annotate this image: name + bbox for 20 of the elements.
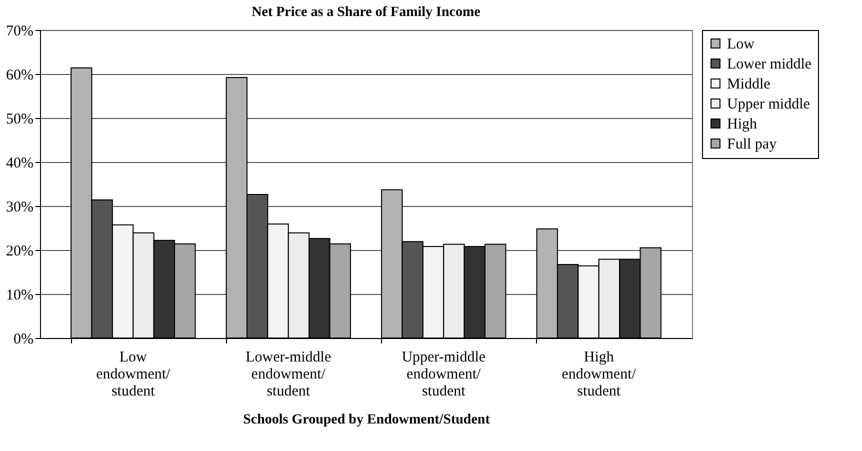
legend-label: Upper middle bbox=[727, 96, 810, 112]
x-axis-title: Schools Grouped by Endowment/Student bbox=[243, 412, 490, 428]
x-tick-label: High endowment/student bbox=[562, 350, 637, 400]
y-tick-label: 40% bbox=[6, 156, 34, 172]
y-tick-label: 60% bbox=[6, 68, 34, 84]
y-tick-label: 70% bbox=[6, 24, 34, 40]
x-tick-label: Upper-middle endowment/student bbox=[402, 350, 486, 400]
legend-label: Low bbox=[727, 36, 755, 52]
y-tick-label: 30% bbox=[6, 200, 34, 216]
legend-label: Lower middle bbox=[727, 56, 812, 72]
legend-label: Full pay bbox=[727, 136, 778, 152]
y-tick-label: 0% bbox=[14, 332, 34, 348]
y-tick-label: 50% bbox=[6, 112, 34, 128]
y-tick-label: 20% bbox=[6, 244, 34, 260]
legend-label: Middle bbox=[727, 76, 771, 92]
x-tick-label: Lower-middle endowment/student bbox=[246, 350, 332, 400]
chart-title: Net Price as a Share of Family Income bbox=[252, 5, 480, 20]
legend-label: High bbox=[727, 116, 758, 132]
x-tick-label: Low endowment/student bbox=[96, 350, 172, 400]
y-tick-label: 10% bbox=[6, 288, 34, 304]
